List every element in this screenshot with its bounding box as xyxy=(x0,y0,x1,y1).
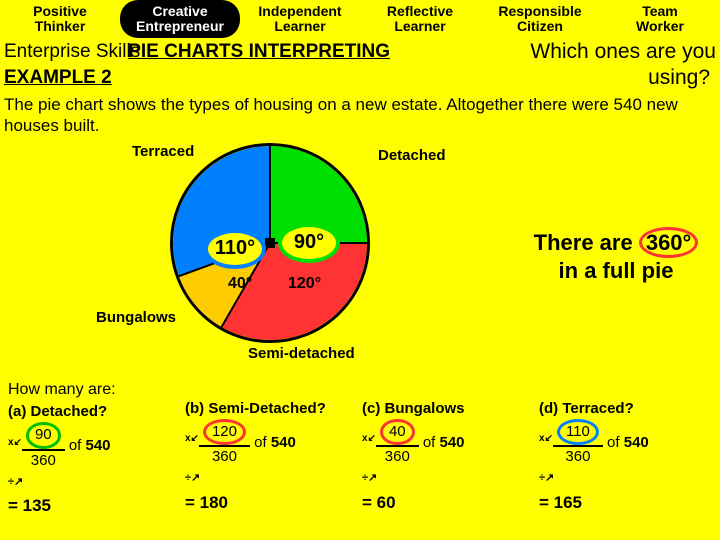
tab-independent-learner[interactable]: IndependentLearner xyxy=(240,0,360,38)
bubble-110: 110° xyxy=(204,229,266,269)
enterprise-skills-label: Enterprise Skills xyxy=(4,41,140,63)
div-arrow-icon: ÷↗ xyxy=(8,476,23,488)
answer-col-c: (c) Bungalows x↙40360 of 540 ÷↗ = 60 xyxy=(362,379,535,519)
example-label: EXAMPLE 2 xyxy=(4,67,112,89)
tab-responsible-citizen[interactable]: ResponsibleCitizen xyxy=(480,0,600,38)
tab-creative-entrepreneur[interactable]: CreativeEntrepreneur xyxy=(120,0,240,38)
eq-a: = 135 xyxy=(8,495,181,518)
full-pie-note: There are 360° in a full pie xyxy=(526,227,706,284)
intro-text: The pie chart shows the types of housing… xyxy=(0,90,720,137)
x-arrow-icon: x↙ xyxy=(8,437,22,448)
tab-reflective-learner[interactable]: ReflectiveLearner xyxy=(360,0,480,38)
q-b: (b) Semi-Detached? xyxy=(185,399,358,419)
answer-col-b: (b) Semi-Detached? x↙120360 of 540 ÷↗ = … xyxy=(185,379,358,519)
label-bungalows: Bungalows xyxy=(96,309,176,326)
q-c: (c) Bungalows xyxy=(362,399,535,419)
bubble-90: 90° xyxy=(278,223,340,263)
answer-col-d: (d) Terraced? x↙110360 of 540 ÷↗ = 165 xyxy=(539,379,712,519)
label-semi: Semi-detached xyxy=(248,345,355,362)
page-title: PIE CHARTS INTERPRETING xyxy=(128,41,390,63)
using-text: using? xyxy=(648,66,716,90)
deg-120: 120° xyxy=(288,275,321,293)
skills-tabs: PositiveThinker CreativeEntrepreneur Ind… xyxy=(0,0,720,38)
q-a: (a) Detached? xyxy=(8,402,181,422)
pie-chart xyxy=(170,143,370,343)
answers-row: How many are: (a) Detached? x↙90360 of 5… xyxy=(0,377,720,519)
label-detached: Detached xyxy=(378,147,446,164)
deg-40: 40° xyxy=(228,275,252,293)
eq-c: = 60 xyxy=(362,492,535,515)
example-row: EXAMPLE 2 using? xyxy=(0,66,720,90)
eq-b: = 180 xyxy=(185,492,358,515)
how-many-label: How many are: xyxy=(8,379,181,401)
title-row: Enterprise Skills PIE CHARTS INTERPRETIN… xyxy=(0,38,720,66)
answer-col-a: How many are: (a) Detached? x↙90360 of 5… xyxy=(8,379,181,519)
which-ones-text: Which ones are you xyxy=(530,40,716,64)
pie-chart-area: Terraced Detached Bungalows Semi-detache… xyxy=(0,137,720,377)
pie-center-dot xyxy=(265,238,275,248)
eq-d: = 165 xyxy=(539,492,712,515)
note-360: 360° xyxy=(639,227,699,258)
tab-positive-thinker[interactable]: PositiveThinker xyxy=(0,0,120,38)
label-terraced: Terraced xyxy=(132,143,194,160)
tab-team-worker[interactable]: TeamWorker xyxy=(600,0,720,38)
q-d: (d) Terraced? xyxy=(539,399,712,419)
